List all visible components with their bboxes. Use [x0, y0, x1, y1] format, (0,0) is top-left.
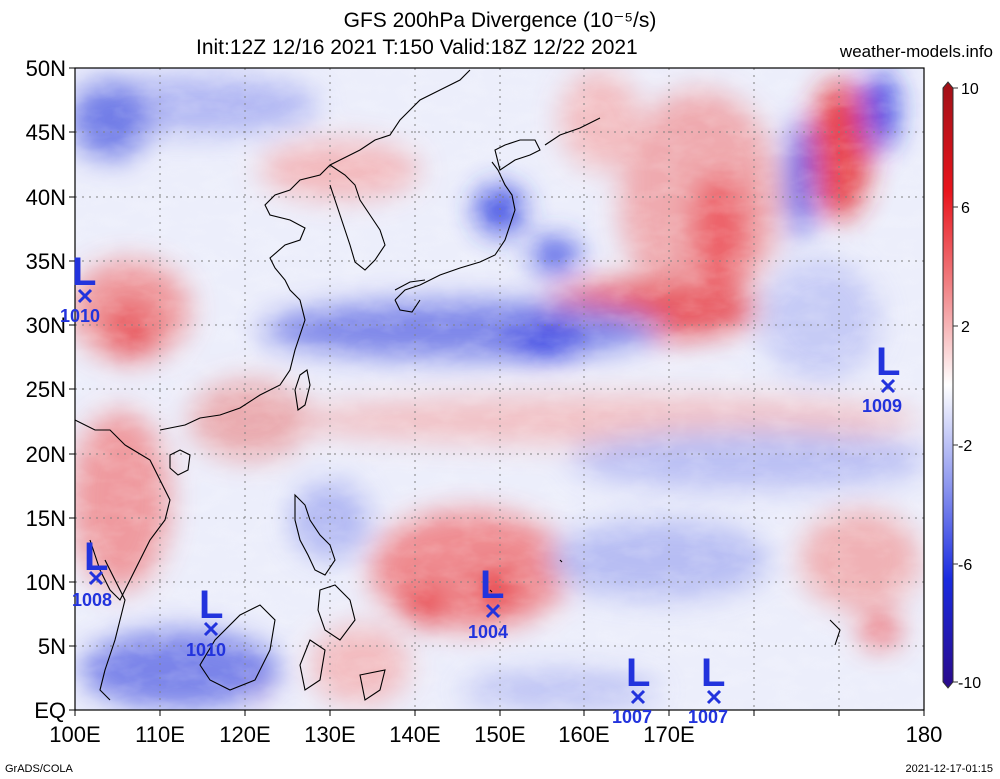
low-marker: L 1007 [612, 651, 652, 727]
map-title: GFS 200hPa Divergence (10⁻⁵/s) [343, 9, 657, 32]
lat-label: 45N [26, 120, 66, 145]
low-marker: L 1010 [186, 583, 226, 660]
low-marker: L 1009 [862, 340, 902, 416]
lon-label: 180 [906, 722, 943, 747]
low-symbol: L [876, 340, 900, 384]
lat-lon-grid [75, 68, 924, 710]
site-credit: weather-models.info [839, 42, 993, 61]
low-pressure-value: 1004 [468, 622, 508, 642]
lon-label: 100E [49, 722, 100, 747]
colorbar-label: -6 [958, 557, 972, 574]
low-symbol: L [84, 535, 108, 579]
low-pressure-value: 1008 [72, 590, 112, 610]
low-center-x-icon [88, 570, 104, 586]
low-symbol: L [480, 563, 504, 607]
colorbar-label: -2 [958, 438, 972, 455]
lat-label: EQ [34, 698, 66, 723]
colorbar-label: 10 [961, 81, 979, 98]
lon-label: 110E [135, 722, 185, 747]
colorbar-label: -10 [958, 675, 981, 692]
lat-label: 10N [26, 570, 66, 595]
lat-label: 40N [26, 185, 66, 210]
lon-labels: 100E 110E 120E 130E 140E 150E 160E 170E … [49, 722, 942, 747]
low-pressure-value: 1010 [186, 640, 226, 660]
lon-label: 140E [389, 722, 440, 747]
low-center-x-icon [630, 689, 646, 705]
low-pressure-markers: L 1010 L 1008 L 1010 L 1004 L 1007 L 100… [60, 250, 902, 727]
lon-label: 170E [643, 722, 694, 747]
lat-label: 30N [26, 313, 66, 338]
coastlines [75, 69, 841, 701]
axis-ticks [69, 67, 925, 716]
low-symbol: L [701, 651, 725, 695]
footer-credit: GrADS/COLA [5, 763, 73, 775]
low-pressure-value: 1009 [862, 396, 902, 416]
low-marker: L 1007 [688, 651, 728, 727]
low-pressure-value: 1007 [688, 707, 728, 727]
lat-label: 35N [26, 249, 66, 274]
colorbar: 10 6 2 -2 -6 -10 [942, 81, 981, 692]
low-center-x-icon [203, 621, 219, 637]
low-pressure-value: 1007 [612, 707, 652, 727]
low-center-x-icon [485, 603, 501, 619]
low-marker: L 1008 [72, 535, 112, 610]
lat-label: 5N [38, 634, 66, 659]
low-marker: L 1010 [60, 250, 100, 326]
footer-timestamp: 2021-12-17-01:15 [905, 763, 993, 775]
lat-label: 20N [26, 442, 66, 467]
low-pressure-value: 1010 [60, 306, 100, 326]
lon-label: 130E [304, 722, 355, 747]
low-symbol: L [199, 583, 223, 627]
map-subtitle: Init:12Z 12/16 2021 T:150 Valid:18Z 12/2… [196, 36, 638, 59]
low-symbol: L [72, 250, 96, 294]
lon-label: 150E [474, 722, 525, 747]
lat-labels: EQ 5N 10N 15N 20N 25N 30N 35N 40N 45N 50… [26, 56, 66, 723]
lat-label: 25N [26, 377, 66, 402]
colorbar-label: 6 [961, 200, 970, 217]
lon-label: 120E [219, 722, 270, 747]
colorbar-label: 2 [961, 319, 970, 336]
lon-label: 160E [558, 722, 609, 747]
colorbar-scale [942, 81, 954, 689]
low-center-x-icon [77, 288, 93, 304]
lat-label: 15N [26, 506, 66, 531]
low-symbol: L [626, 651, 650, 695]
low-marker: L 1004 [468, 563, 508, 642]
lat-label: 50N [26, 56, 66, 81]
low-center-x-icon [706, 689, 722, 705]
low-center-x-icon [880, 378, 896, 394]
